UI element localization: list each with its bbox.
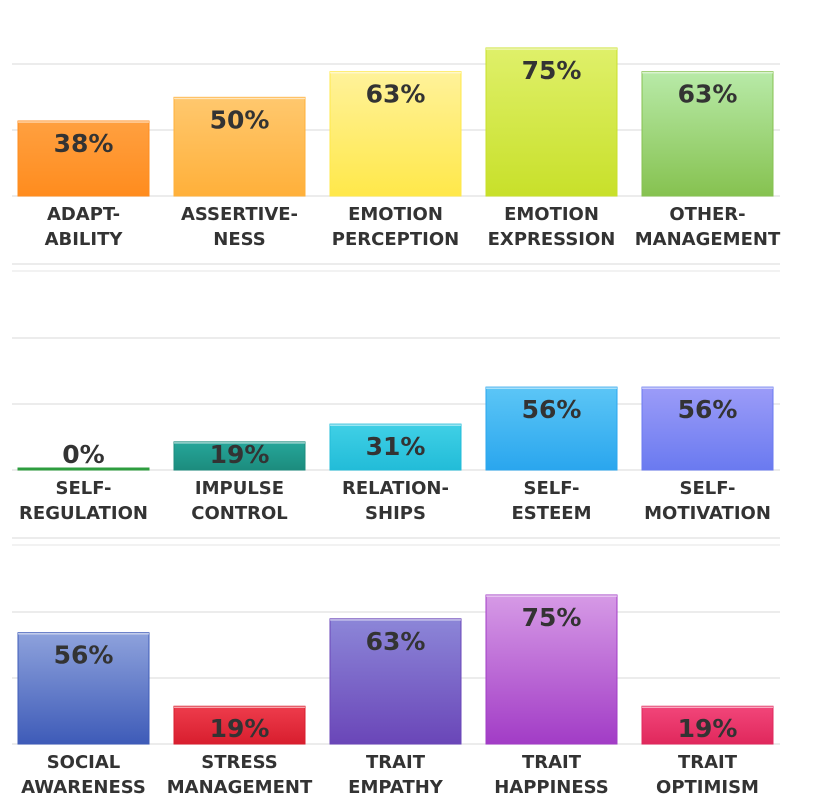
category-label: PERCEPTION: [332, 229, 459, 250]
bar-trait-happiness: [485, 594, 618, 745]
data-label: 31%: [366, 432, 426, 461]
bar-other-management: [641, 71, 774, 197]
category-label: IMPULSE: [195, 478, 284, 499]
category-label: TRAIT: [678, 752, 738, 773]
category-label: HAPPINESS: [494, 777, 609, 798]
category-label: EMOTION: [348, 204, 443, 225]
bar-self-esteem: [485, 386, 618, 471]
bar-emotion-perception: [329, 71, 462, 197]
bar-self-regulation: [17, 467, 150, 471]
data-label: 38%: [54, 129, 114, 158]
data-label: 75%: [522, 603, 582, 632]
category-label: ESTEEM: [511, 503, 591, 524]
data-label: 19%: [678, 714, 738, 743]
category-label: EMOTION: [504, 204, 599, 225]
category-label: SOCIAL: [47, 752, 121, 773]
bar-relationships: [329, 423, 462, 471]
bar-adaptability: [17, 120, 150, 197]
chart-panel-3: 56% SOCIAL AWARENESS 19% STRESS MANAGEMENT 63%…: [12, 537, 780, 798]
bar-self-motivation: [641, 386, 774, 471]
category-label: OPTIMISM: [656, 777, 759, 798]
category-label: SELF-: [56, 478, 112, 499]
category-label: SELF-: [524, 478, 580, 499]
data-label: 0%: [62, 440, 104, 469]
bar-assertiveness: [173, 96, 306, 197]
data-label: 19%: [210, 440, 270, 469]
category-label: TRAIT: [522, 752, 582, 773]
data-label: 19%: [210, 714, 270, 743]
data-label: 63%: [366, 627, 426, 656]
bar-trait-optimism: [641, 705, 774, 745]
data-label: 56%: [522, 395, 582, 424]
chart-panel-1: 38% ADAPT- ABILITY 50% ASSERTIVE- NESS 63% EMOT…: [12, 47, 781, 272]
data-label: 75%: [522, 56, 582, 85]
category-label: OTHER-: [669, 204, 745, 225]
category-label: ABILITY: [45, 229, 124, 250]
bar-stress-management: [173, 705, 306, 745]
data-label: 56%: [678, 395, 738, 424]
category-label: MOTIVATION: [644, 503, 771, 524]
category-label: REGULATION: [19, 503, 148, 524]
category-label: EMPATHY: [348, 777, 444, 798]
category-label: NESS: [213, 229, 265, 250]
category-label: STRESS: [201, 752, 278, 773]
data-label: 50%: [210, 105, 270, 134]
category-label: MANAGEMENT: [635, 229, 781, 250]
category-label: AWARENESS: [21, 777, 146, 798]
category-label: RELATION-: [342, 478, 449, 499]
category-label: TRAIT: [366, 752, 426, 773]
category-label: ASSERTIVE-: [181, 204, 298, 225]
category-label: MANAGEMENT: [167, 777, 313, 798]
bar-emotion-expression: [485, 47, 618, 197]
bar-trait-empathy: [329, 618, 462, 745]
category-label: SELF-: [680, 478, 736, 499]
chart-panel-2: 0% SELF- REGULATION 19% IMPULSE CONTROL 31% REL…: [12, 263, 780, 546]
data-label: 63%: [366, 80, 426, 109]
bar-impulse-control: [173, 441, 306, 471]
data-label: 56%: [54, 641, 114, 670]
bar-social-awareness: [17, 632, 150, 745]
category-label: SHIPS: [365, 503, 426, 524]
category-label: EXPRESSION: [488, 229, 616, 250]
category-label: ADAPT-: [47, 204, 120, 225]
data-label: 63%: [678, 80, 738, 109]
category-label: CONTROL: [191, 503, 288, 524]
